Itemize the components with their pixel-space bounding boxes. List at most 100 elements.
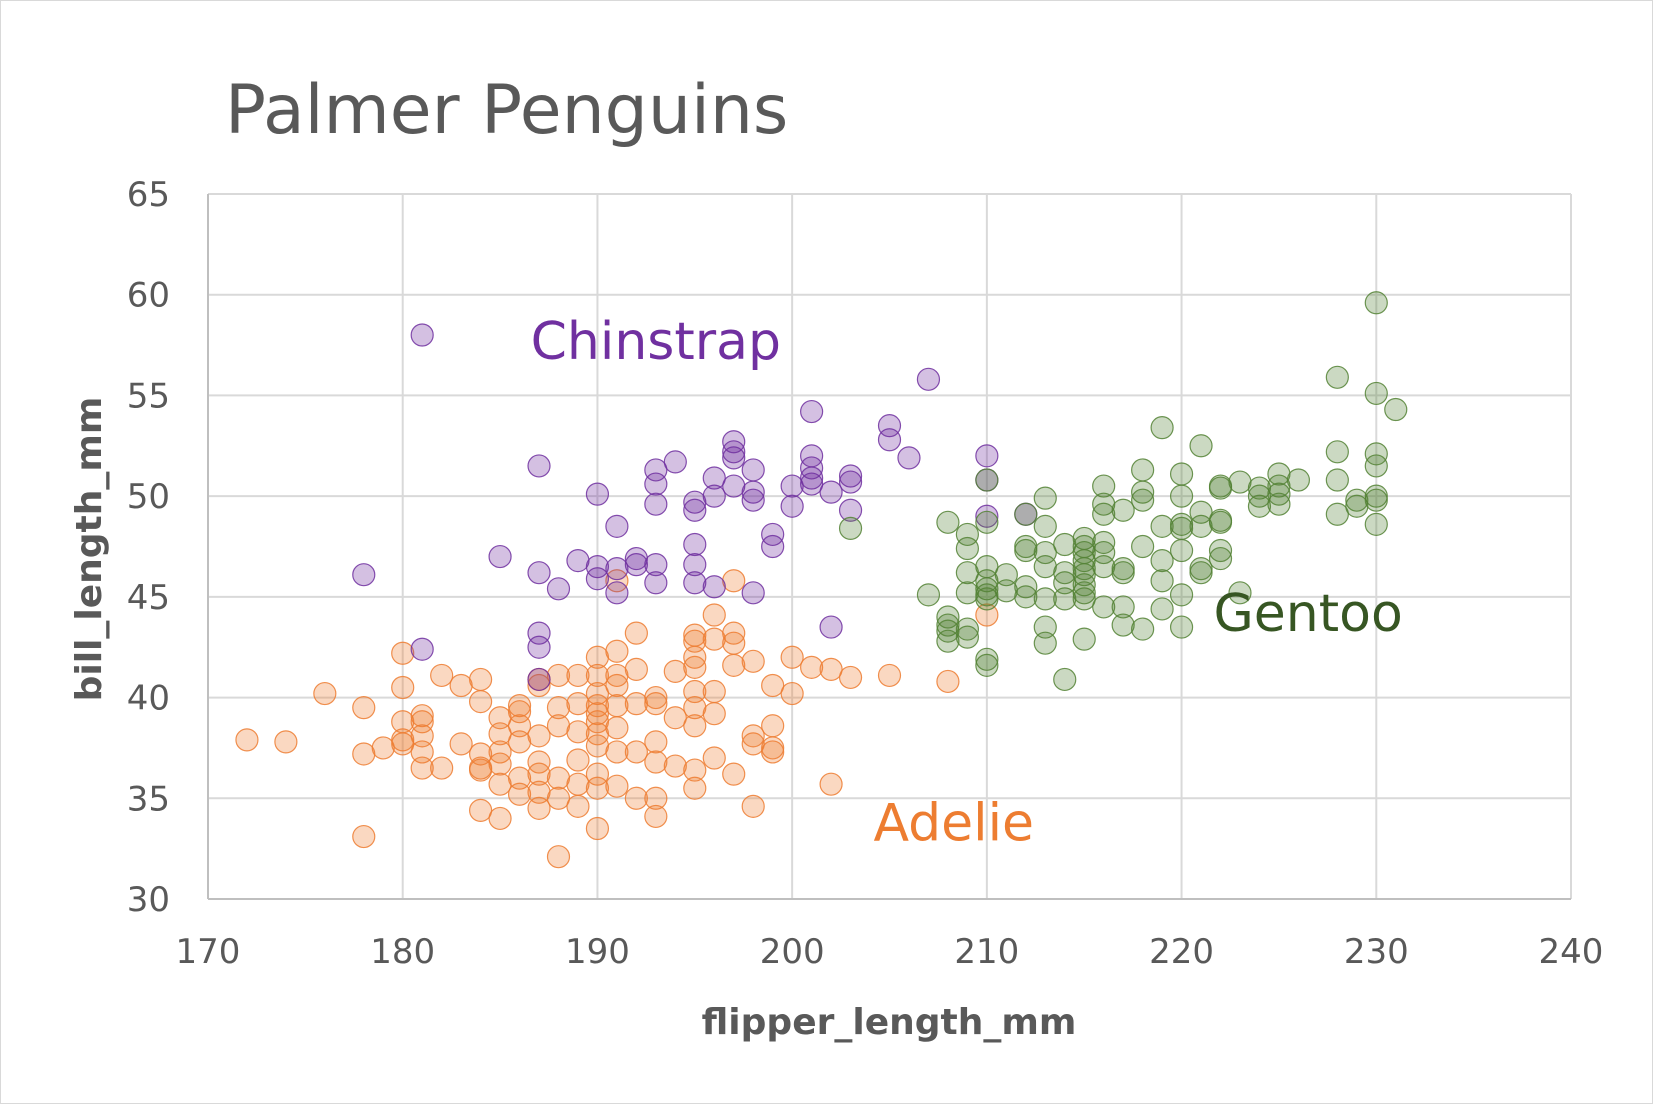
data-point-gentoo <box>1364 512 1388 536</box>
data-point-adelie <box>527 750 551 774</box>
data-point-gentoo <box>1150 514 1174 538</box>
data-point-gentoo <box>1345 494 1369 518</box>
data-point-chinstrap <box>741 488 765 512</box>
data-point-gentoo <box>1228 581 1252 605</box>
data-point-gentoo <box>975 653 999 677</box>
data-point-gentoo <box>1325 440 1349 464</box>
y-axis-label: bill_length_mm <box>69 397 110 702</box>
data-point-adelie <box>644 730 668 754</box>
data-point-gentoo <box>1384 397 1408 422</box>
data-point-adelie <box>663 659 687 683</box>
data-point-chinstrap <box>683 532 707 557</box>
data-point-gentoo <box>1364 454 1388 478</box>
data-point-gentoo <box>1111 595 1135 619</box>
data-point-chinstrap <box>585 555 610 579</box>
annotation-chinstrap: Chinstrap <box>531 312 781 372</box>
data-point-chinstrap <box>741 480 765 504</box>
data-point-gentoo <box>955 561 979 585</box>
data-point-gentoo <box>1033 555 1057 579</box>
data-point-gentoo <box>1092 474 1116 498</box>
data-point-gentoo <box>1033 631 1057 655</box>
x-tick-label: 220 <box>1149 932 1214 972</box>
data-point-gentoo <box>1053 561 1077 585</box>
data-point-adelie <box>546 696 571 720</box>
x-tick-label: 240 <box>1539 932 1604 972</box>
data-point-adelie <box>507 700 532 724</box>
data-point-chinstrap <box>722 474 746 498</box>
data-point-gentoo <box>955 617 979 641</box>
data-point-adelie <box>469 689 493 714</box>
data-point-adelie <box>663 706 687 730</box>
data-point-chinstrap <box>800 456 824 480</box>
data-point-adelie <box>683 776 707 800</box>
data-point-chinstrap <box>722 446 746 470</box>
data-point-gentoo <box>975 647 999 671</box>
data-point-gentoo <box>936 613 960 637</box>
data-point-chinstrap <box>488 544 512 569</box>
x-tick-label: 170 <box>176 932 241 972</box>
x-tick-label: 210 <box>954 932 1019 972</box>
data-point-adelie <box>469 758 493 782</box>
data-point-adelie <box>819 772 843 796</box>
data-point-gentoo <box>1364 442 1388 466</box>
data-point-gentoo <box>975 577 999 601</box>
data-point-adelie <box>391 732 415 756</box>
data-point-chinstrap <box>527 454 551 478</box>
data-point-adelie <box>585 722 610 746</box>
data-point-adelie <box>469 667 493 692</box>
data-point-chinstrap <box>585 482 610 506</box>
data-point-adelie <box>722 569 746 593</box>
data-point-chinstrap <box>838 464 863 488</box>
data-point-adelie <box>274 730 298 754</box>
data-point-adelie <box>605 774 629 798</box>
data-point-chinstrap <box>605 581 629 605</box>
data-point-chinstrap <box>702 575 726 599</box>
data-point-chinstrap <box>761 534 785 559</box>
data-point-adelie <box>585 762 610 786</box>
data-point-gentoo <box>1131 480 1155 504</box>
data-point-gentoo <box>1169 583 1194 607</box>
data-point-adelie <box>780 681 804 706</box>
data-point-gentoo <box>1247 494 1272 518</box>
data-point-chinstrap <box>975 444 999 468</box>
x-axis-label: flipper_length_mm <box>702 1002 1077 1043</box>
data-point-gentoo <box>1014 502 1038 526</box>
data-point-adelie <box>488 806 512 831</box>
data-point-gentoo <box>1072 573 1096 597</box>
data-point-adelie <box>838 665 863 690</box>
data-point-adelie <box>410 704 434 728</box>
data-point-gentoo <box>1364 381 1388 406</box>
data-point-gentoo <box>1092 530 1116 555</box>
data-point-adelie <box>566 692 590 716</box>
data-point-chinstrap <box>800 466 824 490</box>
data-point-adelie <box>683 679 707 704</box>
data-point-adelie <box>488 740 512 764</box>
data-point-chinstrap <box>819 615 843 639</box>
data-point-adelie <box>235 728 259 752</box>
data-point-gentoo <box>1131 534 1155 559</box>
data-point-gentoo <box>975 569 999 593</box>
data-point-adelie <box>624 786 648 810</box>
data-point-gentoo <box>1111 561 1135 585</box>
x-tick-label: 230 <box>1344 932 1409 972</box>
data-point-gentoo <box>1014 585 1038 609</box>
data-point-adelie <box>683 714 707 738</box>
data-point-adelie <box>683 758 707 782</box>
data-point-gentoo <box>1286 468 1311 492</box>
y-tick-label: 45 <box>127 578 170 618</box>
data-point-adelie <box>741 732 765 756</box>
data-point-adelie <box>702 702 726 726</box>
data-point-chinstrap <box>838 498 863 522</box>
data-point-chinstrap <box>702 484 726 508</box>
data-point-adelie <box>313 681 337 706</box>
annotation-gentoo: Gentoo <box>1214 584 1403 644</box>
data-point-chinstrap <box>527 667 551 692</box>
data-point-adelie <box>663 754 687 778</box>
data-point-gentoo <box>994 579 1018 603</box>
data-point-gentoo <box>1092 502 1116 526</box>
data-point-chinstrap <box>877 428 902 452</box>
data-point-gentoo <box>1169 615 1194 639</box>
data-point-chinstrap <box>800 399 824 424</box>
data-point-gentoo <box>1131 488 1155 512</box>
